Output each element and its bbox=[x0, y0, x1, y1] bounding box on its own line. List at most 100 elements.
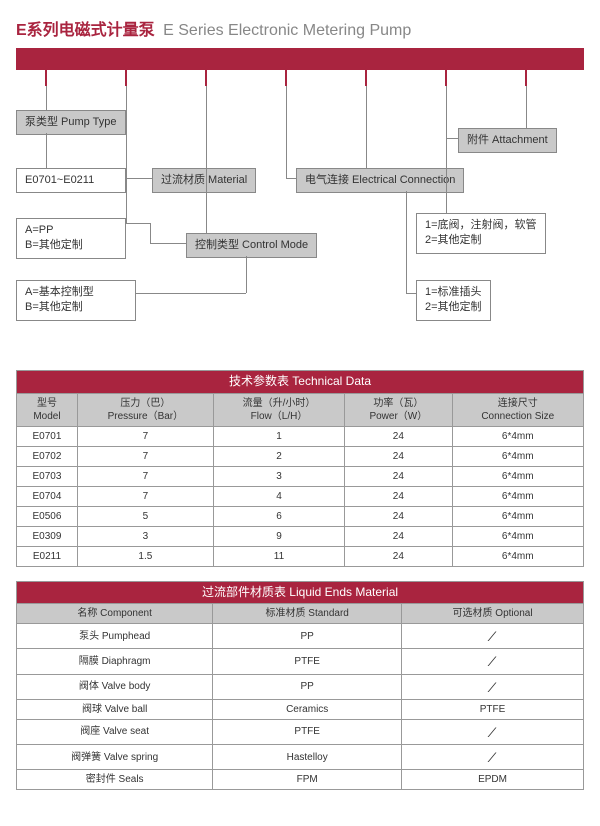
table-cell: 6*4mm bbox=[452, 466, 584, 486]
table-cell: 7 bbox=[77, 426, 213, 446]
table-cell: 6*4mm bbox=[452, 426, 584, 446]
table-cell: PTFE bbox=[402, 699, 584, 719]
table-row: E050656246*4mm bbox=[17, 506, 584, 526]
table-cell: 1 bbox=[213, 426, 344, 446]
red-tick bbox=[125, 70, 127, 86]
red-tick bbox=[365, 70, 367, 86]
table-cell: FPM bbox=[213, 770, 402, 790]
table-row: 隔膜 DiaphragmPTFE⁄ bbox=[17, 649, 584, 674]
code-diagram: 泵类型 Pump Type E0701~E0211 过流材质 Material … bbox=[16, 48, 584, 356]
box-r1: 1=底阀，注射阀，软管 2=其他定制 bbox=[416, 213, 546, 254]
table-cell: 7 bbox=[77, 446, 213, 466]
page-title: E系列电磁式计量泵 E Series Electronic Metering P… bbox=[16, 16, 584, 40]
table-cell: E0701 bbox=[17, 426, 78, 446]
table-cell: 7 bbox=[77, 486, 213, 506]
table-cell: E0704 bbox=[17, 486, 78, 506]
mat-table: 过流部件材质表 Liquid Ends Material 名称 Componen… bbox=[16, 581, 584, 791]
table-cell: 6*4mm bbox=[452, 546, 584, 566]
table-cell: 7 bbox=[77, 466, 213, 486]
table-cell: 11 bbox=[213, 546, 344, 566]
box-ab1: A=PP B=其他定制 bbox=[16, 218, 126, 259]
table-cell: 5 bbox=[77, 506, 213, 526]
table-cell: 24 bbox=[345, 506, 452, 526]
table-cell: 3 bbox=[213, 466, 344, 486]
red-tick bbox=[45, 70, 47, 86]
table-cell: 1.5 bbox=[77, 546, 213, 566]
table-cell: ⁄ bbox=[402, 744, 584, 769]
table-cell: 6*4mm bbox=[452, 526, 584, 546]
table-row: 阀座 Valve seatPTFE⁄ bbox=[17, 719, 584, 744]
table-cell: ⁄ bbox=[402, 624, 584, 649]
table-cell: E0703 bbox=[17, 466, 78, 486]
table-cell: E0702 bbox=[17, 446, 78, 466]
mat-col-header: 名称 Component bbox=[17, 604, 213, 624]
table-cell: 6 bbox=[213, 506, 344, 526]
mat-title: 过流部件材质表 Liquid Ends Material bbox=[17, 581, 584, 604]
box-r2: 1=标准插头 2=其他定制 bbox=[416, 280, 491, 321]
table-row: E070171246*4mm bbox=[17, 426, 584, 446]
table-cell: ⁄ bbox=[402, 649, 584, 674]
mat-col-header: 标准材质 Standard bbox=[213, 604, 402, 624]
table-row: 阀体 Valve bodyPP⁄ bbox=[17, 674, 584, 699]
title-en: E Series Electronic Metering Pump bbox=[163, 22, 411, 39]
table-cell: 6*4mm bbox=[452, 486, 584, 506]
box-pump-type: 泵类型 Pump Type bbox=[16, 110, 126, 135]
table-cell: 阀体 Valve body bbox=[17, 674, 213, 699]
table-cell: ⁄ bbox=[402, 719, 584, 744]
table-cell: 阀座 Valve seat bbox=[17, 719, 213, 744]
table-cell: 24 bbox=[345, 486, 452, 506]
table-cell: 阀弹簧 Valve spring bbox=[17, 744, 213, 769]
table-row: E070373246*4mm bbox=[17, 466, 584, 486]
table-cell: PTFE bbox=[213, 719, 402, 744]
table-row: E070272246*4mm bbox=[17, 446, 584, 466]
table-row: E070474246*4mm bbox=[17, 486, 584, 506]
tech-table: 技术参数表 Technical Data 型号Model压力（巴）Pressur… bbox=[16, 370, 584, 567]
table-cell: 9 bbox=[213, 526, 344, 546]
table-cell: 6*4mm bbox=[452, 446, 584, 466]
box-attach: 附件 Attachment bbox=[458, 128, 557, 153]
table-cell: E0309 bbox=[17, 526, 78, 546]
tech-title: 技术参数表 Technical Data bbox=[17, 371, 584, 394]
tech-col-header: 流量（升/小时）Flow（L/H） bbox=[213, 393, 344, 426]
table-row: E02111.511246*4mm bbox=[17, 546, 584, 566]
table-cell: 密封件 Seals bbox=[17, 770, 213, 790]
table-cell: E0211 bbox=[17, 546, 78, 566]
table-cell: Ceramics bbox=[213, 699, 402, 719]
table-cell: E0506 bbox=[17, 506, 78, 526]
table-cell: 24 bbox=[345, 526, 452, 546]
table-cell: 24 bbox=[345, 546, 452, 566]
red-tick bbox=[205, 70, 207, 86]
title-cn: E系列电磁式计量泵 bbox=[16, 22, 155, 39]
red-bar bbox=[16, 48, 584, 70]
table-row: 密封件 SealsFPMEPDM bbox=[17, 770, 584, 790]
table-row: 泵头 PumpheadPP⁄ bbox=[17, 624, 584, 649]
tech-col-header: 压力（巴）Pressure（Bar） bbox=[77, 393, 213, 426]
box-control: 控制类型 Control Mode bbox=[186, 233, 317, 258]
table-cell: 4 bbox=[213, 486, 344, 506]
red-tick bbox=[285, 70, 287, 86]
table-cell: 阀球 Valve ball bbox=[17, 699, 213, 719]
table-cell: 24 bbox=[345, 446, 452, 466]
table-cell: PP bbox=[213, 674, 402, 699]
table-cell: ⁄ bbox=[402, 674, 584, 699]
red-tick bbox=[525, 70, 527, 86]
tech-col-header: 型号Model bbox=[17, 393, 78, 426]
table-cell: 隔膜 Diaphragm bbox=[17, 649, 213, 674]
tech-col-header: 连接尺寸Connection Size bbox=[452, 393, 584, 426]
mat-col-header: 可选材质 Optional bbox=[402, 604, 584, 624]
table-row: E030939246*4mm bbox=[17, 526, 584, 546]
table-cell: 6*4mm bbox=[452, 506, 584, 526]
table-cell: 24 bbox=[345, 466, 452, 486]
table-cell: 2 bbox=[213, 446, 344, 466]
table-row: 阀球 Valve ballCeramicsPTFE bbox=[17, 699, 584, 719]
table-cell: 24 bbox=[345, 426, 452, 446]
table-cell: EPDM bbox=[402, 770, 584, 790]
box-material: 过流材质 Material bbox=[152, 168, 256, 193]
table-cell: 3 bbox=[77, 526, 213, 546]
table-row: 阀弹簧 Valve springHastelloy⁄ bbox=[17, 744, 584, 769]
box-elec: 电气连接 Electrical Connection bbox=[296, 168, 464, 193]
tech-col-header: 功率（瓦）Power（W） bbox=[345, 393, 452, 426]
table-cell: Hastelloy bbox=[213, 744, 402, 769]
table-cell: PTFE bbox=[213, 649, 402, 674]
table-cell: 泵头 Pumphead bbox=[17, 624, 213, 649]
